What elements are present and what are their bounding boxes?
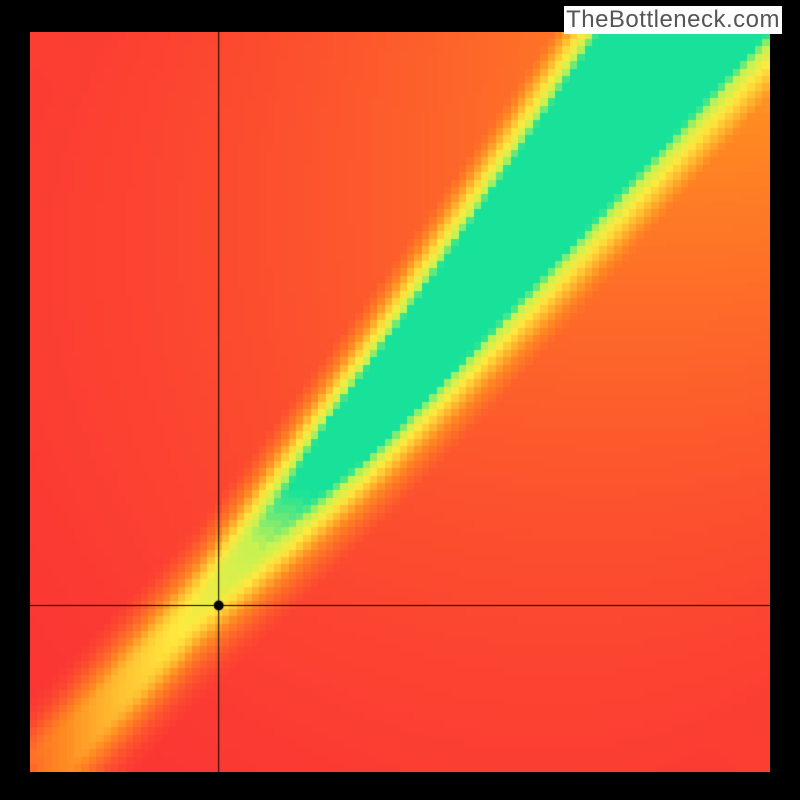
watermark-label: TheBottleneck.com [564, 6, 782, 34]
chart-container: TheBottleneck.com [0, 0, 800, 800]
heatmap-canvas [30, 32, 770, 772]
plot-frame [30, 32, 770, 772]
